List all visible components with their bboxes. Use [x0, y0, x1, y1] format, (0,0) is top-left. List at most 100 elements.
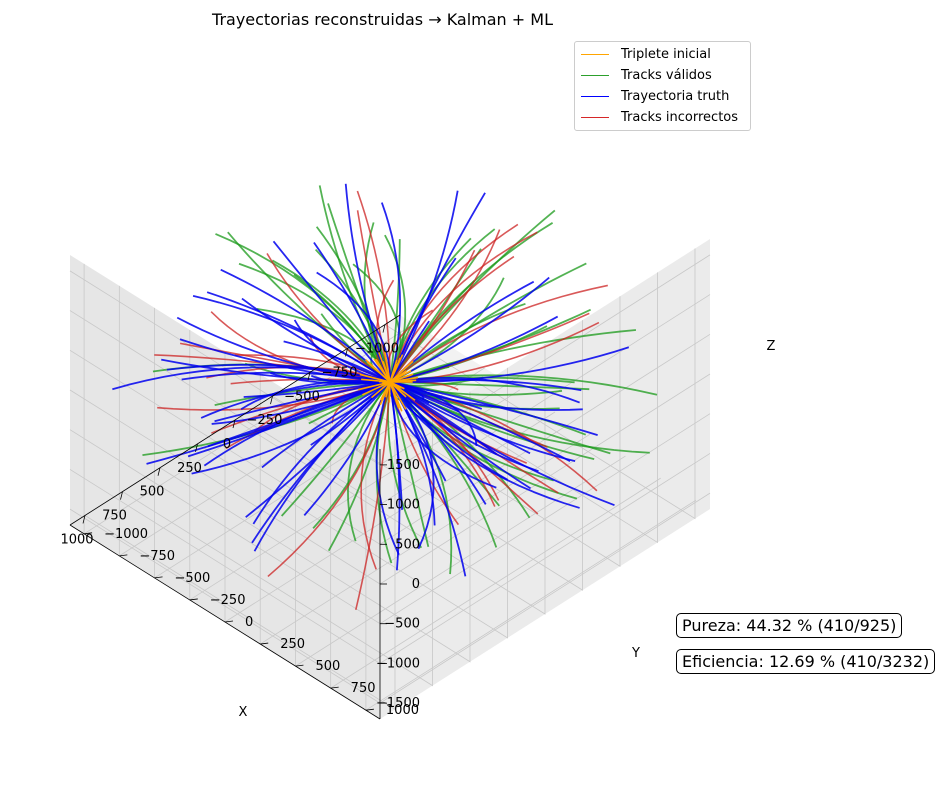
truth-track-line [211, 381, 391, 425]
truth-track-line [380, 202, 402, 383]
truth-track-line [253, 381, 391, 552]
incorrect-track-line [356, 210, 391, 383]
y-tick-label: 1000 [386, 703, 419, 718]
triplet-line [389, 381, 402, 389]
triplet-line [389, 381, 407, 410]
chart-title: Trayectorias reconstruidas → Kalman + ML [212, 10, 553, 29]
x-tick-label: −750 [322, 365, 358, 380]
y-tick-mark [119, 554, 128, 557]
x-tick-mark [232, 419, 236, 429]
truth-track-line [241, 297, 391, 383]
valid-track-line [389, 381, 430, 548]
x-tick-mark [270, 396, 273, 405]
track-lines [112, 183, 658, 611]
legend-swatch-incorrectos [581, 116, 609, 118]
incorrect-track-line [389, 229, 501, 383]
triplet-line [359, 373, 391, 383]
x-tick-mark [157, 467, 161, 476]
truth-track-line [389, 381, 576, 462]
truth-track-line [200, 381, 391, 419]
truth-track-line [389, 381, 497, 489]
truth-track-line [192, 294, 391, 383]
y-tick-label: 250 [280, 637, 305, 652]
legend-swatch-triplete [581, 53, 609, 55]
x-tick-label: 250 [177, 461, 202, 476]
z-tick-label: 1500 [387, 458, 420, 473]
truth-track-line [261, 381, 391, 469]
valid-track-line [315, 226, 391, 383]
legend: Triplete inicial Tracks válidos Trayecto… [574, 41, 751, 131]
x-tick-label: 750 [102, 509, 127, 524]
truth-track-line [161, 358, 391, 383]
truth-track-line [179, 338, 391, 383]
incorrect-track-line [389, 249, 476, 383]
truth-track-line [389, 346, 630, 384]
y-tick-mark [295, 664, 304, 667]
x-tick-label: 500 [140, 485, 165, 500]
efficiency-stat: Eficiencia: 12.69 % (410/3232) [676, 649, 936, 674]
truth-track-line [344, 183, 391, 383]
legend-item-incorrectos: Tracks incorrectos [581, 107, 738, 127]
x-tick-mark [120, 491, 123, 500]
legend-label-validos: Tracks válidos [621, 67, 712, 83]
valid-track-line [389, 329, 637, 383]
x-tick-label: −500 [284, 389, 320, 404]
triplet-line [389, 360, 414, 383]
truth-track-line [375, 381, 400, 556]
triplet-line [389, 381, 400, 409]
x-tick-label: 1000 [60, 532, 93, 547]
triplet-line [373, 358, 391, 383]
triplet-line [389, 379, 417, 383]
z-tick-label: −1000 [376, 656, 420, 671]
legend-item-truth: Trayectoria truth [581, 86, 729, 106]
truth-track-line [316, 271, 391, 383]
triplet-line [389, 354, 404, 383]
x-tick-mark [345, 348, 348, 357]
y-tick-mark [189, 598, 198, 601]
y-tick-label: −1000 [104, 527, 148, 542]
y-tick-mark [224, 620, 234, 623]
x-tick-label: −250 [247, 413, 283, 428]
truth-track-line [389, 381, 435, 550]
triplet-line [389, 374, 412, 383]
incorrect-track-line [389, 223, 519, 383]
legend-label-triplete: Triplete inicial [621, 46, 711, 62]
truth-track-line [181, 371, 391, 383]
y-tick-mark [260, 642, 269, 645]
truth-track-line [272, 240, 391, 383]
valid-track-line [327, 381, 391, 552]
y-tick-label: −500 [175, 571, 211, 586]
truth-track-line [313, 242, 391, 383]
truth-track-line [389, 381, 571, 462]
triplet-line [371, 381, 391, 399]
truth-track-line [389, 381, 401, 571]
triplet-line [362, 381, 391, 396]
y-tick-label: 750 [351, 681, 376, 696]
grid-line-x [84, 439, 396, 711]
z-tick-label: −1500 [376, 696, 420, 711]
z-tick-label: 500 [395, 537, 420, 552]
y-tick-label: −250 [210, 593, 246, 608]
valid-track-line [389, 381, 590, 391]
truth-track-line [389, 276, 550, 383]
triplet-line [383, 350, 391, 383]
x-tick-label: −1000 [355, 342, 399, 357]
y-tick-mark [365, 708, 374, 711]
axis-ticks: −1000−1000−750−750−500−500−250−250002502… [60, 314, 420, 720]
y-axis-label: Y [631, 646, 640, 661]
truth-track-line [389, 381, 531, 455]
truth-track-line [389, 381, 598, 436]
truth-track-line [389, 381, 583, 411]
grid-line-x [384, 248, 696, 520]
x-tick-mark [195, 443, 198, 452]
x-tick-mark [82, 515, 86, 524]
y-tick-label: 0 [245, 615, 253, 630]
x-tick-mark [382, 324, 386, 333]
y-tick-mark [154, 576, 163, 579]
triplet-line [380, 381, 391, 400]
truth-track-line [389, 192, 486, 383]
z-tick-label: −500 [384, 617, 420, 632]
incorrect-track-line [355, 381, 391, 611]
x-tick-label: 0 [223, 437, 231, 452]
